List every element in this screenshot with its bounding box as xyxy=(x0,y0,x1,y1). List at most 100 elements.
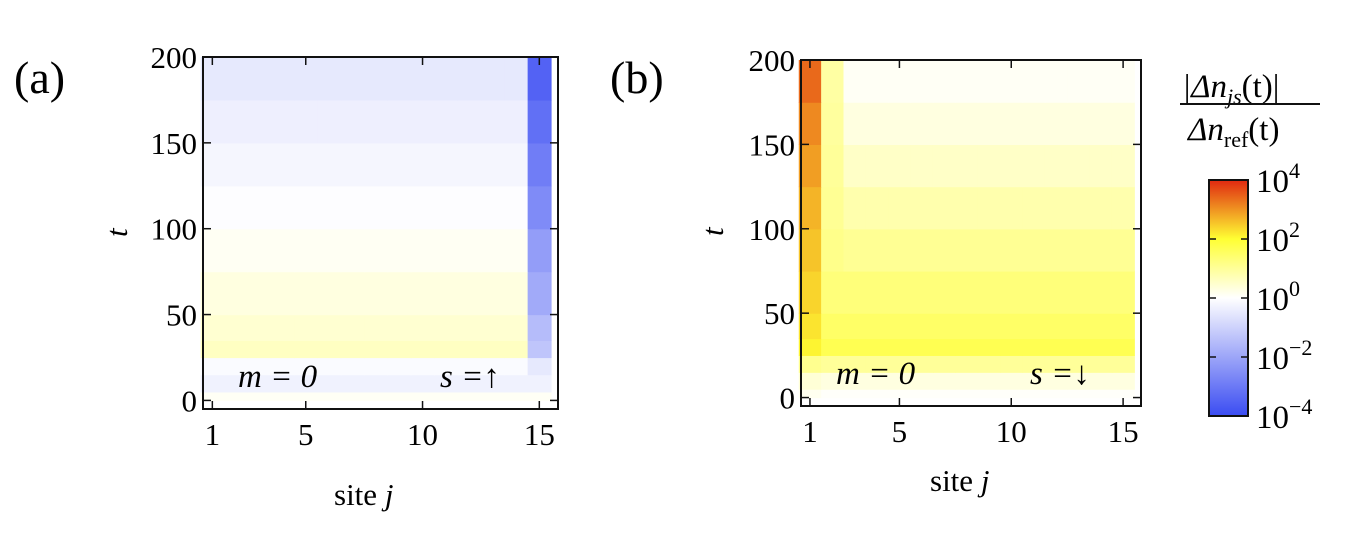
x-tick-label: 5 xyxy=(298,417,314,452)
heatmap-cell xyxy=(1067,186,1091,230)
panel-a-xlabel: site j xyxy=(334,477,393,512)
heatmap-cell xyxy=(1067,60,1091,103)
heatmap-cell xyxy=(888,60,912,103)
heatmap-cell xyxy=(364,99,389,144)
heatmap-cell xyxy=(1067,355,1091,373)
heatmap-cell xyxy=(247,391,272,402)
heatmap-cell xyxy=(1000,389,1024,399)
heatmap-cell xyxy=(1022,313,1046,340)
heatmap-cell xyxy=(527,391,552,402)
heatmap-cell xyxy=(977,338,1001,356)
heatmap-cell xyxy=(821,102,845,145)
heatmap-cell xyxy=(932,102,956,145)
heatmap-cell xyxy=(1000,270,1024,314)
heatmap-cell xyxy=(1022,338,1046,356)
heatmap-cell xyxy=(865,313,889,340)
heatmap-cell xyxy=(527,185,552,230)
heatmap-cell xyxy=(1067,270,1091,314)
heatmap-cell xyxy=(317,357,342,376)
heatmap-cell xyxy=(821,60,845,103)
heatmap-cell xyxy=(977,102,1001,145)
heatmap-cell xyxy=(364,271,389,316)
heatmap-cell xyxy=(247,340,272,359)
heatmap-cell xyxy=(1111,313,1135,340)
heatmap-cell xyxy=(977,372,1001,390)
heatmap-cell xyxy=(200,185,225,230)
heatmap-cell xyxy=(270,57,295,101)
heatmap-cell xyxy=(224,314,248,341)
heatmap-cell xyxy=(247,185,272,230)
heatmap-cell xyxy=(387,57,412,101)
heatmap-cell xyxy=(480,99,505,144)
heatmap-cell xyxy=(977,60,1001,103)
heatmap-cell xyxy=(798,355,822,373)
heatmap-cell xyxy=(410,314,435,341)
heatmap-cell xyxy=(1089,102,1113,145)
heatmap-cell xyxy=(270,99,295,144)
heatmap-cell xyxy=(434,99,459,144)
heatmap-cell xyxy=(504,57,529,101)
panel-b-frame xyxy=(800,59,1142,407)
heatmap-cell xyxy=(504,357,529,376)
heatmap-cell xyxy=(1111,372,1135,390)
heatmap-cell xyxy=(1089,186,1113,230)
heatmap-cell xyxy=(910,389,934,399)
heatmap-cell xyxy=(410,271,435,316)
heatmap-cell xyxy=(843,389,867,399)
colorbar-tick-label: 104 xyxy=(1256,158,1300,200)
heatmap-cell xyxy=(480,340,505,359)
heatmap-cell xyxy=(910,270,934,314)
heatmap-cell xyxy=(387,142,412,187)
heatmap-cell xyxy=(955,186,979,230)
heatmap-cell xyxy=(527,57,552,101)
heatmap-cell xyxy=(865,144,889,188)
heatmap-cell xyxy=(1111,228,1135,272)
heatmap-cell xyxy=(1022,60,1046,103)
heatmap-cell xyxy=(977,270,1001,314)
heatmap-cell xyxy=(865,355,889,373)
x-tick-label: 1 xyxy=(802,414,818,449)
heatmap-cell xyxy=(294,99,319,144)
heatmap-cell xyxy=(1022,144,1046,188)
heatmap-cell xyxy=(504,314,529,341)
heatmap-cell xyxy=(410,374,435,393)
heatmap-cell xyxy=(457,357,482,376)
panel-b-annotation-m: m = 0 xyxy=(836,356,916,392)
heatmap-cell xyxy=(317,314,342,341)
heatmap-cell xyxy=(387,228,412,273)
heatmap-cell xyxy=(821,228,845,272)
heatmap-cell xyxy=(865,338,889,356)
heatmap-cell xyxy=(434,357,459,376)
heatmap-cell xyxy=(340,271,365,316)
heatmap-cell xyxy=(200,57,225,101)
heatmap-cell xyxy=(294,142,319,187)
heatmap-cell xyxy=(317,57,342,101)
heatmap-cell xyxy=(270,357,295,376)
heatmap-cell xyxy=(224,391,248,402)
heatmap-cell xyxy=(527,357,552,376)
heatmap-cell xyxy=(1067,144,1091,188)
panel-b-heatmap xyxy=(798,60,1135,399)
heatmap-cell xyxy=(1111,60,1135,103)
colorbar-label-numerator: |Δnjs(t)| xyxy=(1182,69,1279,109)
heatmap-cell xyxy=(387,314,412,341)
heatmap-cell xyxy=(977,355,1001,373)
heatmap-cell xyxy=(480,314,505,341)
heatmap-cell xyxy=(1089,144,1113,188)
heatmap-cell xyxy=(317,340,342,359)
heatmap-cell xyxy=(1022,372,1046,390)
heatmap-cell xyxy=(434,271,459,316)
heatmap-cell xyxy=(480,357,505,376)
heatmap-cell xyxy=(410,228,435,273)
heatmap-cell xyxy=(200,340,225,359)
panel-a-annotation-m: m = 0 xyxy=(238,359,318,395)
heatmap-cell xyxy=(798,372,822,390)
y-tick-label: 200 xyxy=(151,40,198,75)
heatmap-cell xyxy=(1000,372,1024,390)
heatmap-cell xyxy=(1111,102,1135,145)
heatmap-cell xyxy=(410,391,435,402)
heatmap-cell xyxy=(1111,338,1135,356)
heatmap-cell xyxy=(888,270,912,314)
heatmap-cell xyxy=(843,270,867,314)
